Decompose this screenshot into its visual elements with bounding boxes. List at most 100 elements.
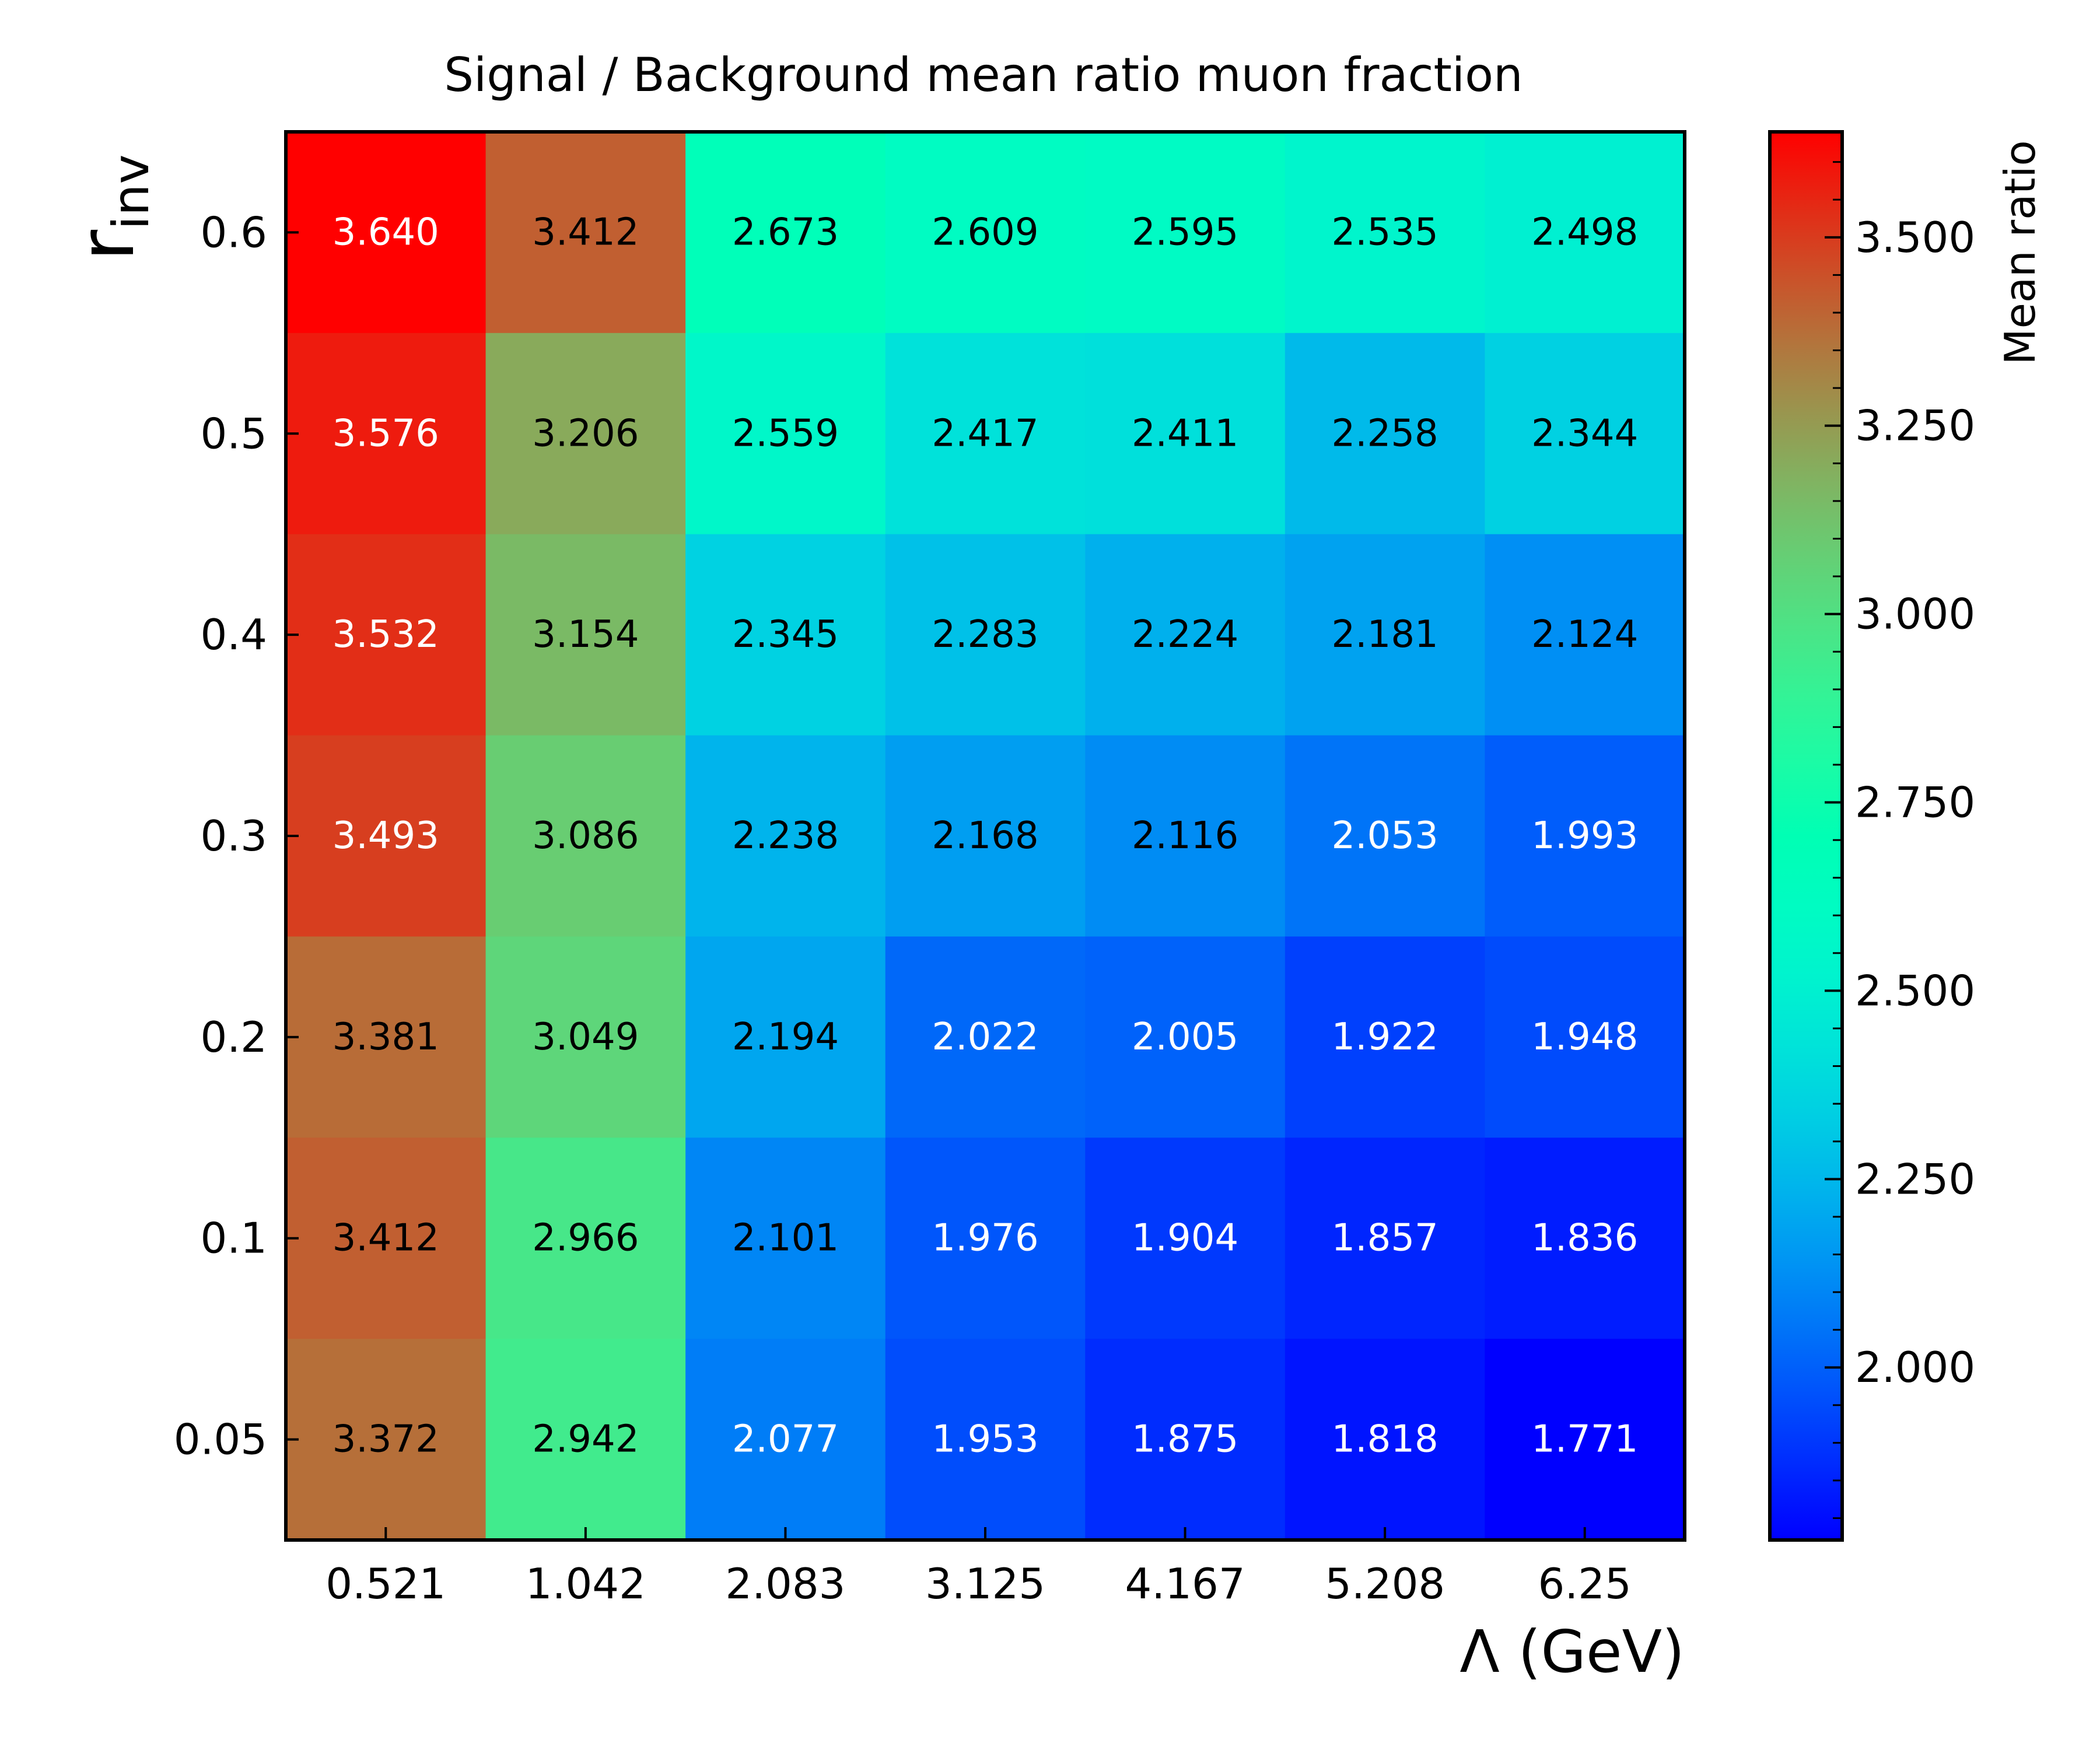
heatmap-cell — [685, 132, 886, 334]
cell-value-label: 3.049 — [532, 1016, 639, 1059]
cell-value-label: 3.412 — [332, 1217, 439, 1260]
x-axis-label: Λ (GeV) — [1460, 1618, 1685, 1686]
cell-value-label: 3.381 — [332, 1016, 439, 1059]
plot-frame — [284, 130, 1686, 1542]
heatmap-cell — [1085, 936, 1286, 1138]
cell-value-label: 2.181 — [1332, 613, 1438, 656]
cell-value-label: 1.922 — [1332, 1016, 1438, 1059]
colorbar-tick-label: 3.250 — [1855, 401, 1975, 450]
cell-value-label: 2.609 — [932, 211, 1038, 254]
heatmap-cell — [286, 936, 487, 1138]
heatmap-cell — [885, 735, 1086, 937]
cell-value-label: 3.493 — [332, 814, 439, 858]
cell-value-label: 1.875 — [1132, 1418, 1238, 1461]
colorbar-label: Mean ratio — [1996, 140, 2045, 365]
heatmap-cell — [1284, 1339, 1485, 1541]
cell-value-label: 2.498 — [1531, 211, 1638, 254]
cell-value-label: 1.836 — [1531, 1217, 1638, 1260]
heatmap-cell — [685, 735, 886, 937]
colorbar-tick-label: 3.500 — [1855, 213, 1975, 262]
heatmap-cell — [885, 132, 1086, 334]
cell-value-label: 1.993 — [1531, 814, 1638, 858]
cell-value-label: 2.283 — [932, 613, 1038, 656]
cell-value-label: 3.372 — [332, 1418, 439, 1461]
heatmap-cell — [1485, 1339, 1685, 1541]
cell-value-label: 2.535 — [1332, 211, 1438, 254]
y-axis-label: rinv — [62, 155, 160, 261]
cell-value-label: 3.154 — [532, 613, 639, 656]
cell-value-label: 2.417 — [932, 412, 1038, 455]
cell-value-label: 2.168 — [932, 814, 1038, 858]
y-tick-label: 0.4 — [200, 610, 267, 659]
y-tick-label: 0.2 — [200, 1013, 267, 1062]
heatmap-cell — [286, 332, 487, 535]
heatmap-cell — [286, 1339, 487, 1541]
cell-value-label: 2.344 — [1531, 412, 1638, 455]
cell-value-label: 2.673 — [732, 211, 839, 254]
heatmap-cell — [485, 1339, 686, 1541]
heatmap-cell — [485, 132, 686, 334]
heatmap-cell — [485, 936, 686, 1138]
heatmap-cell — [1485, 936, 1685, 1138]
heatmap-cell — [1085, 735, 1286, 937]
cell-value-label: 3.640 — [332, 211, 439, 254]
cell-value-label: 2.124 — [1531, 613, 1638, 656]
cell-value-label: 1.771 — [1531, 1418, 1638, 1461]
cell-value-label: 2.101 — [732, 1217, 839, 1260]
heatmap-cell — [685, 332, 886, 535]
cell-value-label: 1.953 — [932, 1418, 1038, 1461]
colorbar — [1768, 130, 1844, 1542]
x-tick-label: 0.521 — [326, 1559, 446, 1608]
y-tick-label: 0.6 — [200, 208, 267, 257]
heatmap-cell — [885, 1339, 1086, 1541]
heatmap-cell — [1485, 132, 1685, 334]
y-axis: 0.6 0.5 0.4 0.3 0.2 0.1 0.05 — [174, 208, 299, 1464]
heatmap-cell — [485, 735, 686, 937]
x-tick-label: 4.167 — [1125, 1559, 1245, 1608]
heatmap-cell — [1284, 332, 1485, 535]
x-tick-label: 6.25 — [1538, 1559, 1632, 1608]
heatmap-cell — [286, 132, 487, 334]
cell-value-label: 2.116 — [1132, 814, 1238, 858]
x-tick-label: 1.042 — [526, 1559, 646, 1608]
colorbar-tick-label: 2.000 — [1855, 1343, 1975, 1392]
cell-value-label: 2.345 — [732, 613, 839, 656]
colorbar-tick-label: 2.750 — [1855, 778, 1975, 827]
heatmap-cell — [286, 534, 487, 736]
heatmap-cell — [685, 534, 886, 736]
heatmap-cell — [1284, 534, 1485, 736]
heatmap-cell — [685, 936, 886, 1138]
y-tick-label: 0.3 — [200, 811, 267, 860]
cell-value-label: 3.086 — [532, 814, 639, 858]
cell-value-label: 1.818 — [1332, 1418, 1438, 1461]
cell-value-label: 2.258 — [1332, 412, 1438, 455]
colorbar-tick-label: 2.250 — [1855, 1154, 1975, 1203]
heatmap-cell — [1085, 1138, 1286, 1339]
heatmap-cell — [685, 1138, 886, 1339]
heatmap-cell — [685, 1339, 886, 1541]
heatmap-cell — [485, 332, 686, 535]
heatmap-cell — [1284, 132, 1485, 334]
heatmap-cell — [1485, 1138, 1685, 1339]
heatmap-cell — [1485, 332, 1685, 535]
cell-value-label: 2.411 — [1132, 412, 1238, 455]
heatmap-cell — [885, 332, 1086, 535]
cell-value-label: 2.595 — [1132, 211, 1238, 254]
heatmap-cell — [1085, 1339, 1286, 1541]
cell-value-label: 2.966 — [532, 1217, 639, 1260]
cell-value-label: 1.976 — [932, 1217, 1038, 1260]
cell-value-label: 3.206 — [532, 412, 639, 455]
heatmap-cell — [1284, 1138, 1485, 1339]
heatmap-cell — [885, 1138, 1086, 1339]
cell-value-label: 2.053 — [1332, 814, 1438, 858]
cell-value-label: 2.022 — [932, 1016, 1038, 1059]
colorbar-tick-label: 2.500 — [1855, 966, 1975, 1015]
cell-value-label: 1.857 — [1332, 1217, 1438, 1260]
x-tick-label: 3.125 — [925, 1559, 1045, 1608]
cell-value-label: 2.942 — [532, 1418, 639, 1461]
heatmap-cell — [1085, 332, 1286, 535]
cell-value-label: 2.224 — [1132, 613, 1238, 656]
heatmap-cell — [885, 936, 1086, 1138]
heatmap-cells: 3.640 3.412 2.673 2.609 2.595 2.535 2.498 3.576… — [286, 132, 1685, 1541]
heatmap-cell — [885, 534, 1086, 736]
